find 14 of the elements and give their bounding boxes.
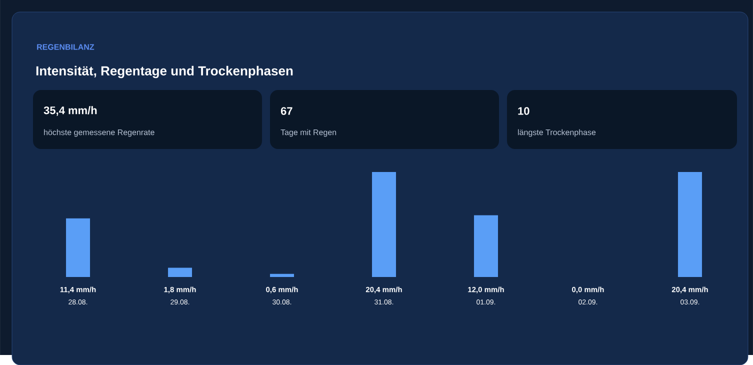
text: höchste gemessene Regenrate xyxy=(44,129,154,137)
bar xyxy=(372,172,396,277)
bar xyxy=(168,268,192,277)
text: 67 xyxy=(280,107,292,115)
text: REGENBILANZ xyxy=(37,44,94,50)
bar xyxy=(270,274,294,277)
text: 10 xyxy=(518,107,530,115)
text: 35,4 mm/h xyxy=(44,106,97,116)
text: längste Trockenphase xyxy=(518,129,596,137)
text: Intensität, Regentage und Trockenphasen xyxy=(36,66,293,78)
bar xyxy=(66,218,90,277)
bar xyxy=(678,172,702,277)
text: Tage mit Regen xyxy=(280,129,336,137)
bar xyxy=(474,215,498,277)
